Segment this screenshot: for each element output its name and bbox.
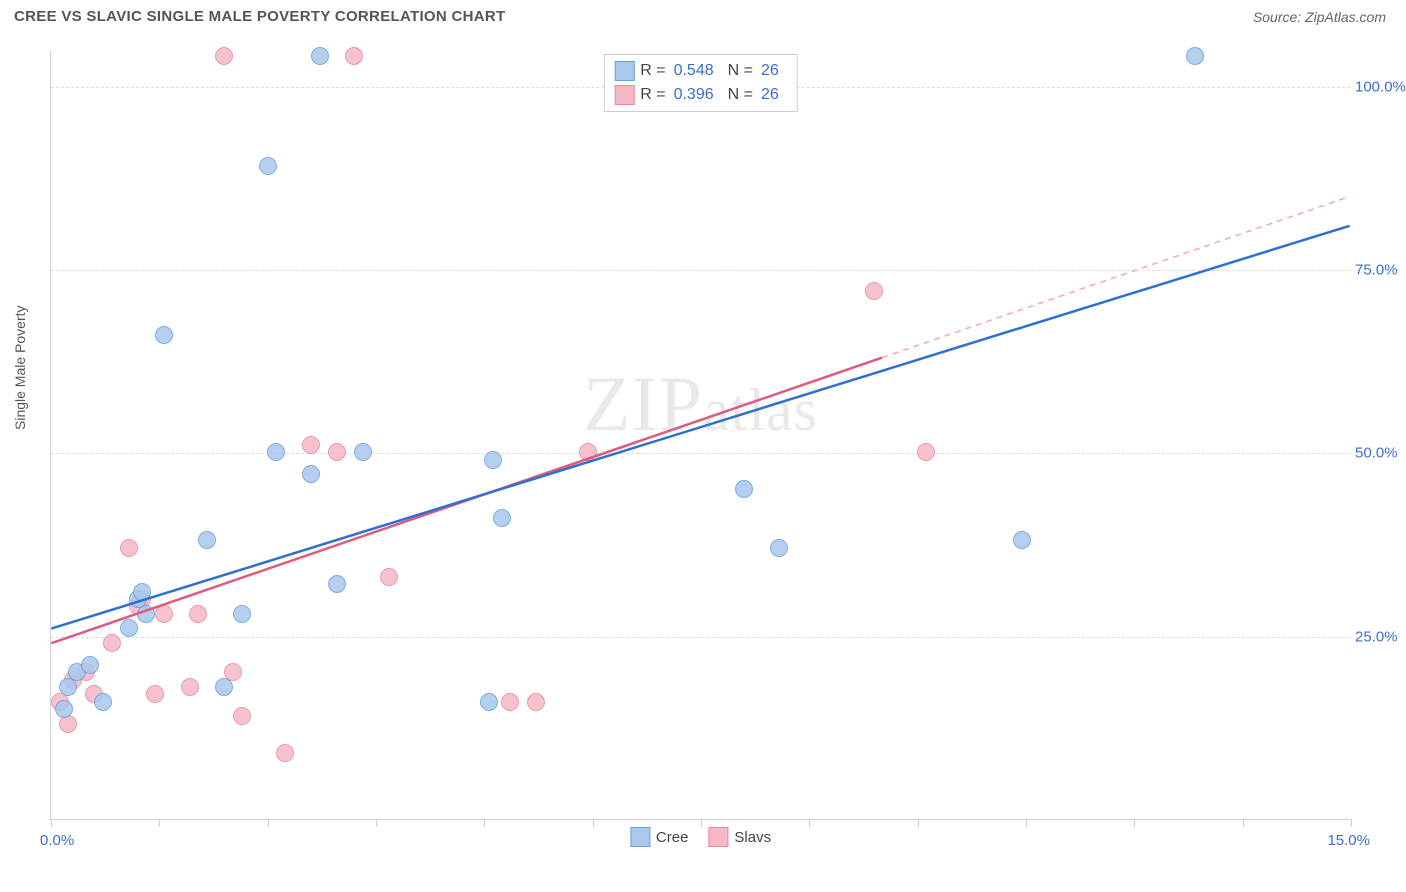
swatch-cree [614, 61, 634, 81]
source-label: Source: ZipAtlas.com [1253, 9, 1386, 25]
x-tick [376, 819, 377, 827]
data-point-cree [1013, 531, 1031, 549]
data-point-cree [770, 539, 788, 557]
watermark: ZIPatlas [583, 359, 818, 449]
data-point-slavs [501, 693, 519, 711]
data-point-slavs [181, 678, 199, 696]
swatch-slavs [614, 85, 634, 105]
data-point-cree [259, 157, 277, 175]
x-tick [1026, 819, 1027, 827]
legend-r-label: R = [640, 62, 665, 80]
gridline [51, 453, 1350, 454]
data-point-cree [480, 693, 498, 711]
data-point-slavs [380, 568, 398, 586]
data-point-slavs [527, 693, 545, 711]
legend-row-slavs: R = 0.396 N = 26 [614, 83, 787, 107]
data-point-cree [133, 583, 151, 601]
data-point-cree [233, 605, 251, 623]
y-tick-label: 50.0% [1355, 445, 1406, 462]
data-point-slavs [345, 47, 363, 65]
x-axis-min: 0.0% [40, 832, 74, 849]
x-tick [1351, 819, 1352, 827]
y-tick-label: 100.0% [1355, 78, 1406, 95]
data-point-cree [155, 326, 173, 344]
data-point-slavs [233, 707, 251, 725]
legend-n-label: N = [728, 86, 753, 104]
x-tick [809, 819, 810, 827]
data-point-cree [137, 605, 155, 623]
data-point-cree [484, 451, 502, 469]
legend-n-label: N = [728, 62, 753, 80]
data-point-cree [55, 700, 73, 718]
x-tick [593, 819, 594, 827]
data-point-cree [81, 656, 99, 674]
legend-n-cree: 26 [761, 62, 779, 80]
x-tick [918, 819, 919, 827]
x-axis-labels: 0.0% 15.0% [50, 832, 1350, 852]
x-tick [484, 819, 485, 827]
data-point-cree [1186, 47, 1204, 65]
legend-r-cree: 0.548 [674, 62, 714, 80]
chart-title: CREE VS SLAVIC SINGLE MALE POVERTY CORRE… [14, 8, 505, 25]
data-point-cree [94, 693, 112, 711]
data-point-slavs [215, 47, 233, 65]
data-point-cree [302, 465, 320, 483]
legend-row-cree: R = 0.548 N = 26 [614, 59, 787, 83]
data-point-cree [215, 678, 233, 696]
data-point-cree [493, 509, 511, 527]
x-tick [1243, 819, 1244, 827]
data-point-slavs [189, 605, 207, 623]
trend-lines [51, 50, 1350, 819]
data-point-slavs [865, 282, 883, 300]
legend-r-label: R = [640, 86, 665, 104]
x-tick [51, 819, 52, 827]
data-point-slavs [302, 436, 320, 454]
data-point-cree [735, 480, 753, 498]
x-tick [1134, 819, 1135, 827]
legend-n-slavs: 26 [761, 86, 779, 104]
data-point-cree [120, 619, 138, 637]
gridline [51, 270, 1350, 271]
data-point-slavs [276, 744, 294, 762]
correlation-legend: R = 0.548 N = 26 R = 0.396 N = 26 [603, 54, 798, 112]
data-point-slavs [155, 605, 173, 623]
y-axis-label: Single Male Poverty [12, 305, 28, 430]
data-point-slavs [579, 443, 597, 461]
chart-plot-area: ZIPatlas R = 0.548 N = 26 R = 0.396 N = … [50, 50, 1350, 820]
data-point-slavs [103, 634, 121, 652]
data-point-slavs [328, 443, 346, 461]
data-point-slavs [120, 539, 138, 557]
y-tick-label: 25.0% [1355, 628, 1406, 645]
legend-r-slavs: 0.396 [674, 86, 714, 104]
x-tick [701, 819, 702, 827]
data-point-slavs [917, 443, 935, 461]
x-tick [159, 819, 160, 827]
y-tick-label: 75.0% [1355, 262, 1406, 279]
data-point-cree [198, 531, 216, 549]
data-point-slavs [146, 685, 164, 703]
data-point-cree [354, 443, 372, 461]
data-point-cree [328, 575, 346, 593]
data-point-cree [267, 443, 285, 461]
gridline [51, 637, 1350, 638]
data-point-cree [311, 47, 329, 65]
x-axis-max: 15.0% [1327, 832, 1370, 849]
x-tick [268, 819, 269, 827]
